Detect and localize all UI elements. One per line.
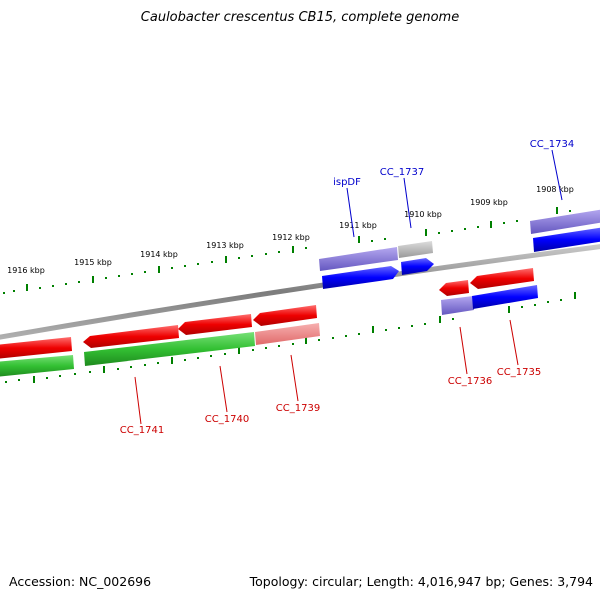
forward-strand-ruler — [5, 292, 576, 383]
gene-arrow[interactable] — [178, 314, 252, 335]
reverse-strand-ruler — [3, 207, 571, 294]
gene-label-ispDF[interactable]: ispDF — [333, 177, 361, 188]
genome-summary: Topology: circular; Length: 4,016,947 bp… — [249, 574, 593, 589]
cds-bar[interactable] — [0, 355, 74, 377]
map-title: Caulobacter crescentus CB15, complete ge… — [140, 10, 460, 25]
gene-label-CC_1741[interactable]: CC_1741 — [120, 425, 164, 436]
gene-bar[interactable] — [319, 247, 398, 271]
gene-label-CC_1735[interactable]: CC_1735 — [497, 367, 541, 378]
gene-arrow[interactable] — [322, 266, 399, 289]
gene-arrow[interactable] — [533, 227, 600, 252]
tick-label: 1916 kbp — [7, 266, 45, 275]
tick-labels: 1916 kbp 1915 kbp 1914 kbp 1913 kbp 1912… — [7, 185, 574, 275]
gene-label-CC_1734[interactable]: CC_1734 — [530, 139, 574, 150]
tick-label: 1912 kbp — [272, 233, 310, 242]
tick-label: 1913 kbp — [206, 241, 244, 250]
cds-bar[interactable] — [255, 323, 320, 345]
gene-labels: ispDF CC_1737 CC_1734 CC_1741 CC_1740 CC… — [120, 139, 574, 436]
forward-cds-track — [0, 323, 320, 377]
reverse-gene-track — [319, 209, 600, 315]
tick-label: 1914 kbp — [140, 250, 178, 259]
gene-bar[interactable] — [530, 209, 600, 234]
tick-label: 1911 kbp — [339, 221, 377, 230]
gene-label-CC_1737[interactable]: CC_1737 — [380, 167, 424, 178]
gene-bar[interactable] — [441, 296, 474, 315]
tick-label: 1908 kbp — [536, 185, 574, 194]
cds-bar[interactable] — [84, 332, 255, 366]
gene-arrow[interactable] — [439, 280, 469, 296]
gene-arrow[interactable] — [401, 258, 434, 275]
gene-arrow[interactable] — [83, 325, 179, 348]
gene-arrow[interactable] — [472, 285, 538, 309]
accession-label: Accession: NC_002696 — [9, 574, 152, 589]
forward-gene-track — [0, 268, 534, 359]
label-leaders — [134, 149, 563, 425]
gene-arrow[interactable] — [253, 305, 317, 326]
gene-label-CC_1739[interactable]: CC_1739 — [276, 403, 320, 414]
gene-arrow[interactable] — [0, 337, 72, 359]
gene-label-CC_1736[interactable]: CC_1736 — [448, 376, 492, 387]
tick-label: 1910 kbp — [404, 210, 442, 219]
genome-backbone — [0, 244, 600, 340]
tick-label: 1909 kbp — [470, 198, 508, 207]
gene-arrow[interactable] — [470, 268, 534, 289]
tick-label: 1915 kbp — [74, 258, 112, 267]
gene-label-CC_1740[interactable]: CC_1740 — [205, 414, 249, 425]
gene-bar[interactable] — [398, 241, 433, 258]
